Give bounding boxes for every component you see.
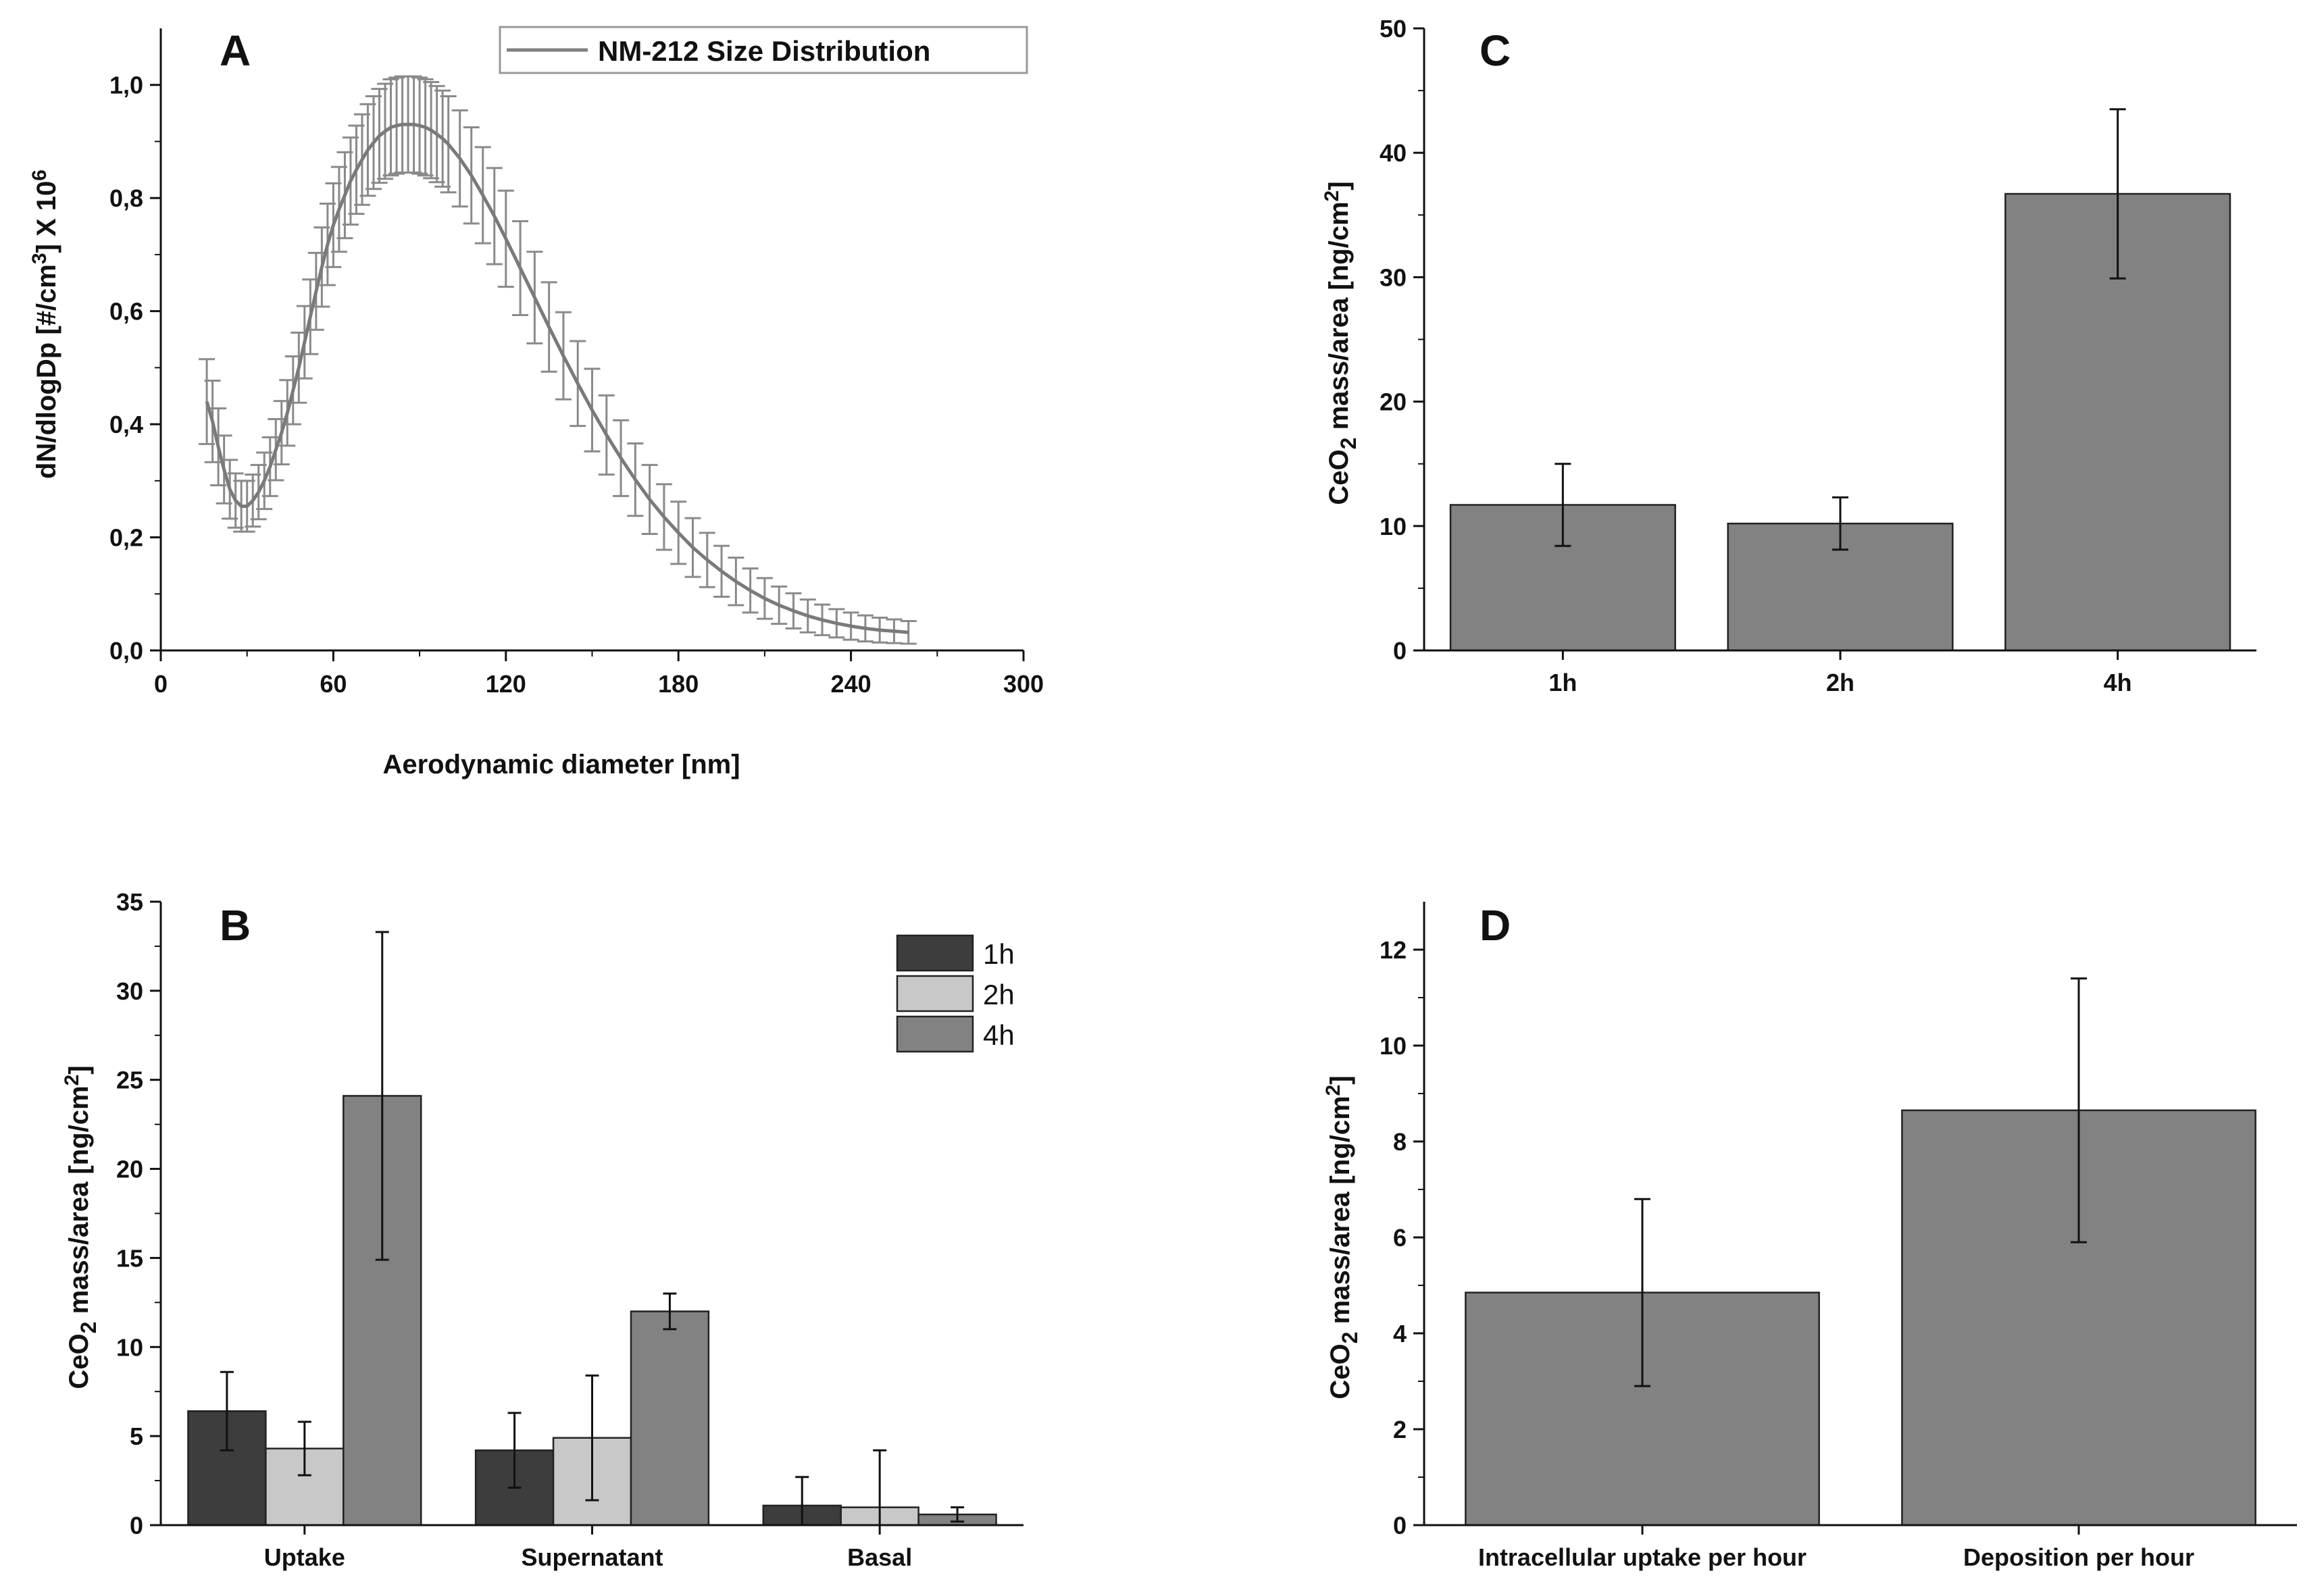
panel-d-y-tick-label: 6	[1393, 1224, 1407, 1252]
legend-swatch-2h	[896, 975, 974, 1012]
panel-d-marks	[1465, 977, 2256, 1526]
panel-a-y-tick-label: 0,2	[109, 524, 143, 552]
panel-c-y-tick-label: 10	[1380, 513, 1407, 540]
panel-a-x-tick-label: 0	[154, 670, 168, 698]
panel-d-y-tick-label: 8	[1393, 1128, 1407, 1156]
panel-b-y-tick-label: 0	[130, 1512, 143, 1539]
panel-d-bar-chart: D 0 2 4 6 8 10 12 Intracellular uptake per hour…	[1322, 901, 2297, 1571]
panel-c-marks	[1449, 108, 2231, 652]
panel-a-x-tick-label: 120	[486, 670, 526, 698]
legend-label-nm212: NM-212 Size Distribution	[598, 35, 930, 67]
panel-a-line-chart: A 0,0 0,2 0,4 0,6 0,8 1,0 0 60 120 180 240 300 NM-2…	[28, 26, 1044, 779]
panel-d-axes: 0 2 4 6 8 10 12 Intracellular uptake per hour De…	[1380, 902, 2297, 1571]
panel-a-x-tick-label: 300	[1003, 670, 1044, 698]
panel-c-axes: 0 10 20 30 40 50 1h 2h 4h	[1380, 15, 2256, 696]
panel-b-y-tick-label: 30	[116, 977, 143, 1005]
panel-b-y-tick-label: 10	[116, 1333, 143, 1361]
panel-b-legend: 1h 2h 4h	[896, 934, 1015, 1053]
legend-label-1h: 1h	[983, 938, 1015, 970]
panel-d-y-tick-label: 2	[1393, 1416, 1407, 1443]
panel-c-y-tick-label: 20	[1380, 388, 1407, 416]
panel-d-y-axis-label: CeO2 mass/area [ng/cm2]	[1322, 1075, 1362, 1399]
panel-a-y-axis-label: dN/dlogDp [#/cm3] X 106	[28, 170, 61, 479]
panel-c-y-tick-label: 0	[1393, 637, 1407, 665]
panel-a-y-tick-label: 0,8	[109, 184, 143, 212]
panel-a-x-tick-label: 180	[658, 670, 699, 698]
panel-c-bar-chart: C 0 10 20 30 40 50 1h 2h 4h CeO2 mass/area [ng/c…	[1321, 15, 2256, 696]
panel-d-y-tick-label: 10	[1380, 1032, 1407, 1060]
panel-c-x-tick-label: 4h	[2104, 669, 2132, 696]
panel-b-letter: B	[220, 901, 251, 950]
panel-c-x-tick-label: 1h	[1548, 669, 1577, 696]
panel-b-x-tick-label: Uptake	[264, 1543, 345, 1571]
panel-a-series-line	[205, 122, 909, 634]
panel-a-y-tick-label: 0,6	[109, 298, 143, 326]
panel-b-y-axis-label: CeO2 mass/area [ng/cm2]	[61, 1065, 101, 1389]
panel-a-letter: A	[220, 26, 251, 75]
panel-a-y-tick-label: 0,0	[109, 637, 143, 665]
legend-swatch-4h	[896, 1015, 974, 1053]
panel-b-y-tick-label: 20	[116, 1156, 143, 1183]
panel-c-y-tick-label: 40	[1380, 139, 1407, 167]
panel-c-y-tick-label: 30	[1380, 263, 1407, 291]
panel-d-letter: D	[1480, 901, 1511, 950]
panel-a-x-axis-label: Aerodynamic diameter [nm]	[382, 750, 740, 779]
panel-b-bar-supernatant-4h	[630, 1310, 710, 1526]
panel-a-axes: 0,0 0,2 0,4 0,6 0,8 1,0 0 60 120 180 240 300	[109, 28, 1044, 698]
panel-b-x-tick-label: Supernatant	[521, 1543, 663, 1571]
panel-b-y-tick-label: 5	[130, 1422, 143, 1450]
legend-swatch-1h	[896, 934, 974, 972]
legend-label-2h: 2h	[983, 979, 1015, 1010]
panel-b-y-tick-label: 35	[116, 888, 143, 916]
panel-d-y-tick-label: 12	[1380, 936, 1407, 964]
panel-c-x-tick-label: 2h	[1826, 669, 1854, 696]
panel-b-y-tick-label: 25	[116, 1067, 143, 1094]
panel-d-x-tick-label: Deposition per hour	[1963, 1543, 2194, 1571]
panel-d-x-tick-label: Intracellular uptake per hour	[1478, 1543, 1807, 1571]
panel-b-x-tick-label: Basal	[847, 1543, 912, 1571]
panel-a-x-tick-label: 60	[320, 670, 347, 698]
panel-c-letter: C	[1480, 26, 1511, 75]
panel-a-y-tick-label: 0,4	[109, 411, 143, 438]
panel-a-y-tick-label: 1,0	[109, 72, 143, 99]
panel-b-bar-chart: B 0 5 10 15 20 25 30 35 Uptake Supernatant Basal 1…	[61, 888, 1024, 1571]
panel-b-y-tick-label: 15	[116, 1244, 143, 1272]
panel-b-axes: 0 5 10 15 20 25 30 35 Uptake Supernatant Basal	[116, 888, 1024, 1571]
panel-c-y-axis-label: CeO2 mass/area [ng/cm2]	[1321, 181, 1361, 505]
panel-b-marks	[187, 931, 997, 1526]
panel-a-legend: NM-212 Size Distribution	[499, 26, 1028, 74]
panel-a-marks	[199, 75, 917, 645]
legend-label-4h: 4h	[983, 1019, 1015, 1051]
panel-d-y-tick-label: 4	[1393, 1320, 1407, 1347]
panel-d-y-tick-label: 0	[1393, 1512, 1407, 1539]
panel-a-x-tick-label: 240	[831, 670, 872, 698]
panel-c-y-tick-label: 50	[1380, 15, 1407, 43]
